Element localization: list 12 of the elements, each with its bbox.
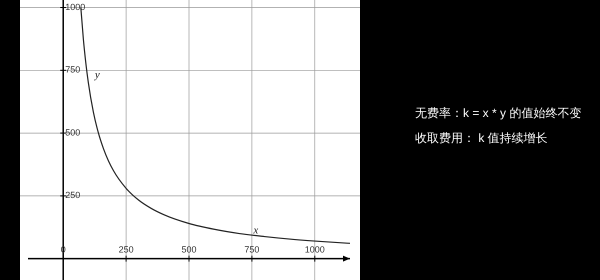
- y-tick-label: 750: [65, 64, 80, 75]
- annotation: y: [94, 68, 100, 81]
- y-tick-label: 500: [65, 127, 80, 138]
- text: 无费率：k = x * y 的值始终不变: [415, 106, 582, 120]
- x-tick-label: 250: [118, 244, 134, 255]
- x-tick-label: 500: [181, 244, 197, 255]
- y-tick-label: 1000: [65, 2, 86, 12]
- text: 收取费用： k 值持续增长: [415, 131, 548, 145]
- x-tick-label: 750: [244, 244, 260, 255]
- x-tick-label: 1000: [304, 244, 325, 255]
- annotation: x: [252, 224, 258, 237]
- y-tick-label: 250: [65, 190, 80, 200]
